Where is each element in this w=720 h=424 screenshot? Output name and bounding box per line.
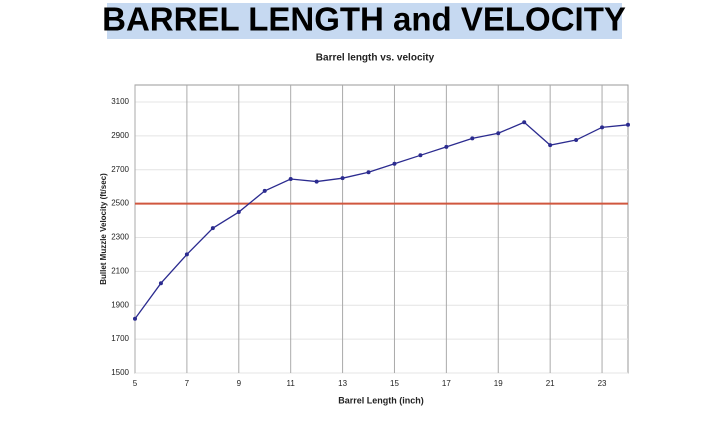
data-point xyxy=(522,120,527,125)
y-tick-label: 1900 xyxy=(111,300,129,309)
data-point xyxy=(574,138,579,143)
data-point xyxy=(626,122,630,127)
x-tick-label: 5 xyxy=(133,379,138,388)
y-axis-label: Bullet Muzzle Velocity (ft/sec) xyxy=(99,173,108,285)
plot-frame xyxy=(134,84,629,374)
y-tick-label: 3100 xyxy=(111,97,129,106)
data-point xyxy=(314,179,319,184)
x-tick-label: 9 xyxy=(237,379,242,388)
data-point xyxy=(210,226,215,231)
y-tick-label: 2900 xyxy=(111,131,129,140)
data-point xyxy=(133,316,137,321)
heading: BARREL LENGTH and VELOCITY xyxy=(102,1,626,38)
y-tick-label: 1500 xyxy=(111,368,129,377)
data-point xyxy=(600,125,605,130)
y-tick-label: 2700 xyxy=(111,165,129,174)
y-tick-label: 2500 xyxy=(111,199,129,208)
data-point xyxy=(470,136,475,141)
x-tick-label: 17 xyxy=(442,379,451,388)
data-point xyxy=(288,177,293,182)
x-tick-label: 11 xyxy=(287,379,296,388)
x-tick-label: 21 xyxy=(546,379,555,388)
data-point xyxy=(366,170,371,175)
data-point xyxy=(444,144,449,149)
data-point xyxy=(548,143,553,148)
data-point xyxy=(418,153,423,158)
x-tick-label: 19 xyxy=(494,379,503,388)
data-point xyxy=(496,131,501,136)
data-point xyxy=(392,161,397,166)
series-line xyxy=(134,121,629,320)
y-tick-label: 2300 xyxy=(111,233,129,242)
x-tick-label: 7 xyxy=(185,379,190,388)
chart-title: Barrel length vs. velocity xyxy=(316,53,435,64)
x-tick-label: 15 xyxy=(390,379,399,388)
x-tick-label: 23 xyxy=(598,379,607,388)
x-axis-label: Barrel Length (inch) xyxy=(338,395,424,405)
data-point xyxy=(236,210,241,215)
heading-highlight xyxy=(107,3,622,39)
data-point xyxy=(184,252,189,257)
data-point xyxy=(340,176,345,181)
data-point xyxy=(262,188,267,193)
y-tick-label: 2100 xyxy=(111,266,129,275)
data-point xyxy=(158,281,163,286)
x-tick-label: 13 xyxy=(338,379,347,388)
y-tick-label: 1700 xyxy=(111,334,129,343)
